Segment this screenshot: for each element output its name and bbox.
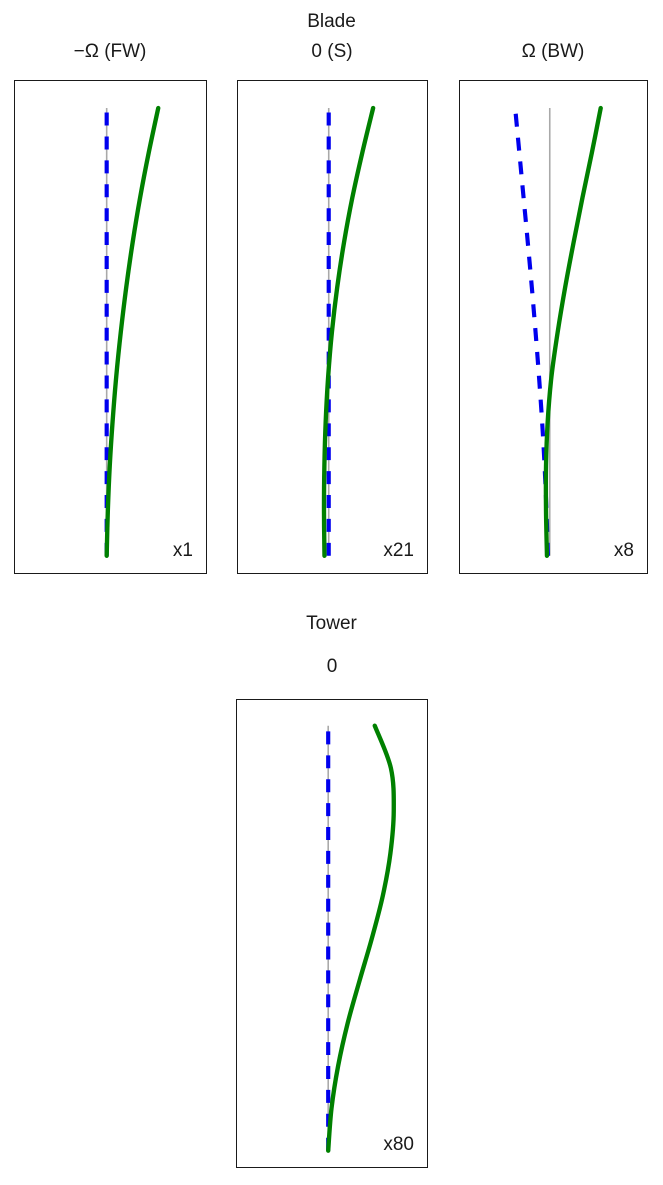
scale-label-blade-bw: x8 xyxy=(613,540,634,561)
deformed-mode-shape-line xyxy=(321,105,376,558)
scale-label-tower-s: x80 xyxy=(383,1134,414,1155)
deformed-mode-shape-line xyxy=(104,105,161,558)
scale-label-blade-fw: x1 xyxy=(172,540,193,561)
plot-panel-tower-s xyxy=(236,699,428,1168)
group-title-blade-group: Blade xyxy=(307,11,356,32)
undeformed-shape-line xyxy=(513,107,550,556)
deformed-mode-shape-line xyxy=(326,723,396,1153)
plot-panel-blade-fw xyxy=(14,80,207,574)
scale-label-blade-s: x21 xyxy=(383,540,414,561)
panel-title-blade-s: 0 (S) xyxy=(311,41,353,62)
panel-title-blade-fw: −Ω (FW) xyxy=(73,41,147,62)
plot-panel-blade-bw xyxy=(459,80,648,574)
panel-title-blade-bw: Ω (BW) xyxy=(521,41,585,62)
deformed-mode-shape-line xyxy=(543,105,603,558)
group-title-tower-group: Tower xyxy=(306,613,357,634)
plot-panel-blade-s xyxy=(237,80,428,574)
panel-title-tower-s: 0 xyxy=(326,656,338,677)
